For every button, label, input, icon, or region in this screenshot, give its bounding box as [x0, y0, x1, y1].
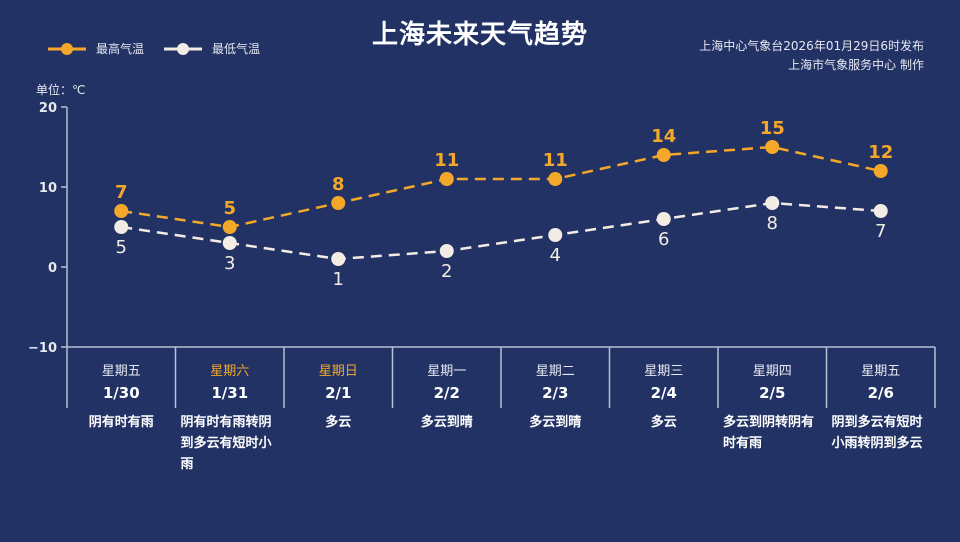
low-temp-label: 3 — [224, 253, 235, 274]
y-tick-label: 10 — [39, 181, 57, 196]
legend-high-label: 最高气温 — [96, 42, 145, 56]
date-label: 1/31 — [211, 384, 249, 402]
weekday-label: 星期五 — [861, 364, 901, 379]
low-temp-label: 7 — [875, 221, 886, 242]
data-point — [439, 172, 454, 186]
weather-description: 阴有时有雨 — [88, 415, 154, 430]
data-point — [765, 196, 780, 210]
weather-description: 多云 — [650, 415, 677, 430]
date-label: 2/1 — [325, 384, 352, 402]
date-label: 2/2 — [433, 384, 460, 402]
low-temp-label: 5 — [116, 237, 127, 258]
weather-description: 多云到晴 — [420, 415, 473, 430]
weekday-label: 星期二 — [535, 364, 575, 379]
weather-description: 阴到多云有短时小雨转阴到多云 — [831, 415, 923, 451]
high-temp-label: 14 — [651, 126, 676, 147]
date-label: 2/6 — [867, 384, 894, 402]
unit-label: 单位：℃ — [36, 83, 86, 97]
data-point — [656, 148, 671, 162]
chart-title: 上海未来天气趋势 — [371, 20, 588, 50]
low-temp-label: 1 — [333, 269, 344, 290]
high-temp-label: 12 — [868, 142, 893, 163]
weekday-label: 星期四 — [752, 364, 792, 379]
date-label: 1/30 — [102, 384, 140, 402]
data-point — [873, 164, 888, 178]
chart-axes: −10 0 10 20 — [28, 101, 936, 408]
legend-item-high: 最高气温 — [48, 40, 144, 57]
data-point — [873, 204, 888, 218]
high-temp-line — [121, 145, 882, 229]
publisher-info: 上海中心气象台2026年01月29日6时发布 上海市气象服务中心 制作 — [699, 37, 924, 75]
date-label: 2/3 — [542, 384, 569, 402]
y-tick-label: 20 — [39, 101, 57, 116]
high-temp-label: 5 — [223, 198, 236, 219]
date-label: 2/5 — [759, 384, 786, 402]
legend: 最高气温 最低气温 — [48, 40, 260, 57]
low-temp-label: 8 — [767, 213, 778, 234]
legend-low-label: 最低气温 — [212, 42, 261, 56]
data-point — [656, 212, 671, 226]
high-temp-label: 15 — [760, 118, 785, 139]
high-temp-label: 11 — [434, 150, 459, 171]
data-point — [765, 140, 780, 154]
data-point — [331, 196, 346, 210]
chart-points — [114, 140, 888, 266]
weather-description: 阴有时有雨转阴到多云有短时小雨 — [180, 415, 272, 472]
legend-item-low: 最低气温 — [164, 40, 260, 57]
weekday-label: 星期一 — [427, 364, 467, 379]
y-tick-label: 0 — [48, 261, 57, 276]
date-label: 2/4 — [650, 384, 677, 402]
low-temp-line — [121, 201, 881, 261]
low-temp-label: 4 — [550, 245, 561, 266]
high-temp-label: 7 — [115, 182, 128, 203]
weekday-label: 星期五 — [101, 364, 141, 379]
low-temp-label: 2 — [441, 261, 452, 282]
data-point — [114, 220, 129, 234]
weekday-label: 星期日 — [318, 364, 358, 379]
data-point — [439, 244, 454, 258]
chart-lines — [121, 145, 882, 261]
weather-description: 多云 — [325, 415, 352, 430]
publisher-line-2: 上海市气象服务中心 制作 — [788, 58, 924, 72]
low-temp-label: 6 — [658, 229, 669, 250]
publisher-line-1: 上海中心气象台2026年01月29日6时发布 — [699, 39, 924, 53]
data-point — [331, 252, 346, 266]
weather-description: 多云到阴转阴有时有雨 — [723, 415, 815, 451]
data-point — [114, 204, 129, 218]
weekday-label: 星期六 — [210, 364, 250, 379]
high-temp-label: 8 — [332, 174, 345, 195]
weather-description: 多云到晴 — [529, 415, 582, 430]
high-temp-marker-icon — [48, 42, 86, 55]
y-tick-label: −10 — [28, 341, 57, 356]
data-point — [222, 220, 237, 234]
low-temp-marker-icon — [164, 42, 203, 55]
data-point — [222, 236, 237, 250]
weekday-label: 星期三 — [644, 364, 684, 379]
data-point — [548, 172, 563, 186]
high-temp-label: 11 — [543, 150, 568, 171]
data-point — [548, 228, 563, 242]
